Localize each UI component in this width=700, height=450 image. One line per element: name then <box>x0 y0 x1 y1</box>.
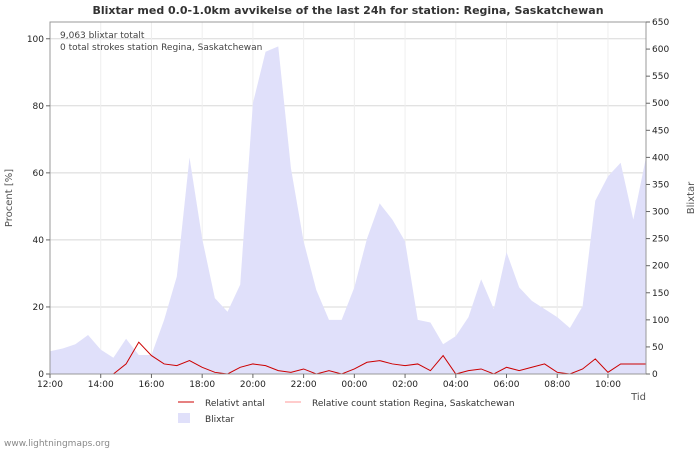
right-axis-label: Blixtar <box>686 181 697 214</box>
chart-title: Blixtar med 0.0-1.0km avvikelse of the l… <box>92 4 603 17</box>
site-credit: www.lightningmaps.org <box>4 439 110 449</box>
right-tick-label: 600 <box>652 45 669 55</box>
legend-blixtar-swatch <box>178 413 190 423</box>
station-strokes-annotation: 0 total strokes station Regina, Saskatch… <box>60 43 262 53</box>
right-tick-label: 500 <box>652 99 669 109</box>
left-tick-label: 100 <box>27 35 44 45</box>
legend-relative-station-label: Relative count station Regina, Saskatche… <box>312 399 515 409</box>
right-tick-label: 50 <box>652 343 664 353</box>
x-tick-label: 04:00 <box>443 380 469 390</box>
right-tick-label: 350 <box>652 180 669 190</box>
left-axis-label: Procent [%] <box>4 169 15 227</box>
blixtar-area <box>50 46 646 374</box>
plot-frame <box>49 21 647 375</box>
right-tick-label: 0 <box>652 370 658 380</box>
left-axis-ticks: 0 20 40 60 80 100 <box>27 35 50 380</box>
x-tick-label: 10:00 <box>595 380 621 390</box>
left-tick-label: 60 <box>33 169 45 179</box>
left-tick-label: 80 <box>33 102 45 112</box>
right-tick-label: 250 <box>652 235 669 245</box>
x-tick-label: 12:00 <box>37 380 63 390</box>
x-tick-label: 00:00 <box>341 380 367 390</box>
x-tick-label: 08:00 <box>544 380 570 390</box>
right-axis-ticks: 0 50 100 150 200 250 300 350 400 450 500 550 600 650 <box>646 18 669 380</box>
right-tick-label: 100 <box>652 316 669 326</box>
relative-count-line <box>50 341 646 375</box>
x-tick-label: 18:00 <box>189 380 215 390</box>
legend-blixtar-label: Blixtar <box>205 415 235 425</box>
legend: Relativt antal Relative count station Re… <box>178 399 515 425</box>
x-axis-label: Tid <box>630 392 646 403</box>
left-tick-label: 0 <box>38 370 44 380</box>
total-strokes-annotation: 9,063 blixtar totalt <box>60 31 145 41</box>
right-tick-label: 650 <box>652 18 669 28</box>
right-tick-label: 400 <box>652 153 669 163</box>
x-tick-label: 20:00 <box>240 380 266 390</box>
x-tick-label: 22:00 <box>291 380 317 390</box>
right-tick-label: 300 <box>652 208 669 218</box>
right-tick-label: 200 <box>652 262 669 272</box>
left-tick-label: 20 <box>33 303 45 313</box>
right-tick-label: 450 <box>652 126 669 136</box>
right-tick-label: 150 <box>652 289 669 299</box>
left-tick-label: 40 <box>33 236 45 246</box>
right-tick-label: 550 <box>652 72 669 82</box>
x-tick-label: 14:00 <box>88 380 114 390</box>
x-tick-label: 16:00 <box>138 380 164 390</box>
x-axis-ticks: 12:00 14:00 16:00 18:00 20:00 22:00 00:00 02:00… <box>37 374 621 390</box>
x-tick-label: 06:00 <box>494 380 520 390</box>
x-tick-label: 02:00 <box>392 380 418 390</box>
legend-relative-label: Relativt antal <box>205 399 265 409</box>
